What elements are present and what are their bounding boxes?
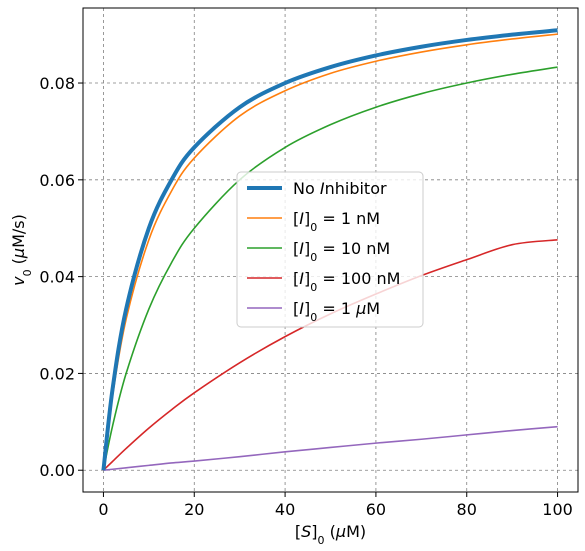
y-tick-label: 0.00	[39, 461, 75, 480]
series-line-4	[103, 425, 558, 472]
y-tick-label: 0.08	[39, 74, 75, 93]
series-line-1	[102, 33, 558, 471]
y-axis-label: v0 (μM/s)	[9, 214, 34, 286]
plot-frame	[82, 7, 579, 493]
x-tick-label: 80	[457, 500, 477, 519]
x-tick-label: 40	[275, 500, 295, 519]
legend-label: [I]0 = 10 nM	[293, 239, 390, 264]
legend-label: [I]0 = 1 nM	[293, 209, 380, 234]
legend-label: No Inhibitor	[293, 179, 387, 198]
y-tick-label: 0.02	[39, 364, 75, 383]
legend-label: [I]0 = 1 μM	[293, 299, 380, 324]
series-lines	[101, 28, 558, 472]
x-tick-label: 100	[542, 500, 573, 519]
series-line-0	[101, 28, 558, 471]
legend: No Inhibitor [I]0 = 1 nM [I]0 = 10 nM [I]0 …	[236, 171, 424, 328]
y-tick-label: 0.06	[39, 171, 75, 190]
legend-label: [I]0 = 100 nM	[293, 269, 400, 294]
axis-ticks: 0 20 40 60 80 100 0.00 0.02 0.04 0.06 0.08	[39, 74, 572, 519]
x-axis-label: [S]0 (μM)	[295, 522, 366, 547]
x-tick-label: 60	[366, 500, 386, 519]
y-tick-label: 0.04	[39, 268, 75, 287]
x-tick-label: 0	[98, 500, 108, 519]
series-line-3	[102, 239, 558, 471]
series-line-2	[102, 66, 558, 471]
legend-box	[236, 171, 424, 328]
x-tick-label: 20	[184, 500, 204, 519]
